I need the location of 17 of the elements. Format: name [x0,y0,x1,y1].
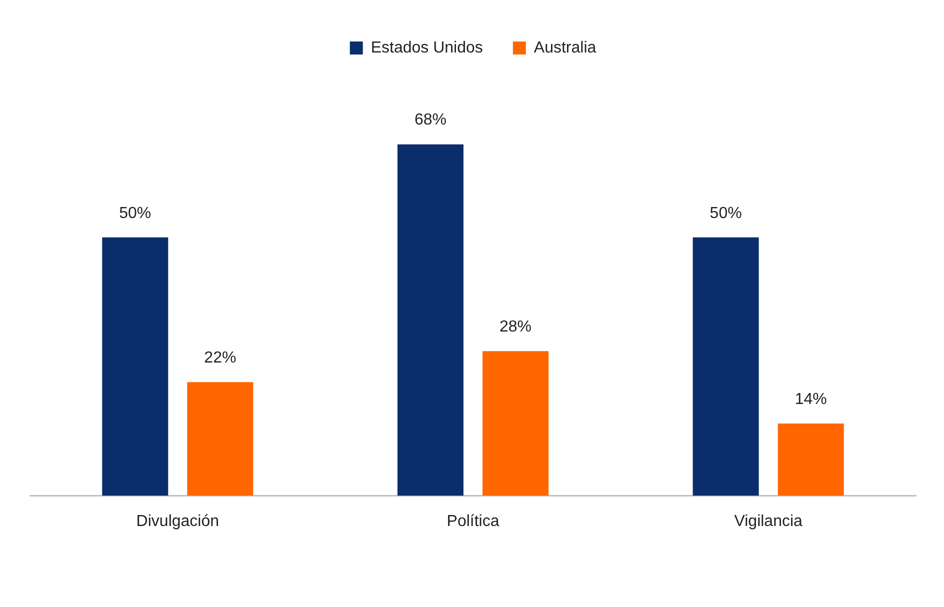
data-label: 28% [500,318,532,336]
bar [102,237,168,496]
data-label: 22% [204,350,236,366]
bar [397,144,464,496]
data-label: 14% [794,390,827,408]
data-label: 68% [414,112,446,129]
bar [692,237,759,496]
x-tick-label: Política [446,512,500,530]
legend-label: Estados Unidos [370,39,483,56]
bar [482,351,549,496]
x-tick-label: Vigilancia [734,512,803,530]
x-tick-label: Divulgación [136,512,220,530]
legend-label: Australia [534,39,596,56]
data-label: 50% [119,204,152,222]
bar [778,423,844,496]
bar [187,382,254,496]
data-label: 50% [710,204,742,222]
